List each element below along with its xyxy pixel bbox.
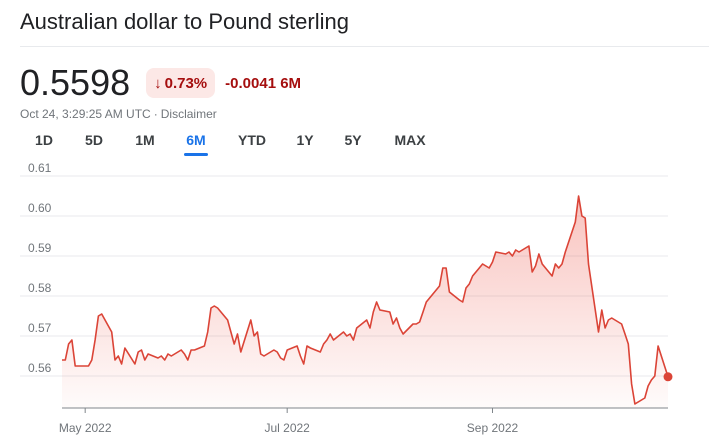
series-area [62,196,668,408]
tab-5y[interactable]: 5Y [344,132,362,148]
tab-6m[interactable]: 6M [184,132,208,156]
change-period: 6M [280,74,302,92]
y-tick-label: 0.61 [28,161,52,175]
tab-max[interactable]: MAX [394,132,426,148]
change-percent: 0.73% [164,74,208,92]
page-title: Australian dollar to Pound sterling [20,9,349,34]
quote-timestamp: Oct 24, 3:29:25 AM UTC [20,107,151,121]
disclaimer-link[interactable]: Disclaimer [160,107,217,121]
arrow-down-icon: ↓ [154,74,162,92]
current-value-dot [663,372,673,382]
change-summary: -0.0041 6M [225,75,301,92]
range-tabs: 1D 5D 1M 6M YTD 1Y 5Y MAX [0,132,709,158]
meta-separator: · [153,107,158,121]
series-line [62,195,669,405]
y-tick-label: 0.57 [28,321,52,335]
y-tick-label: 0.58 [28,281,52,295]
x-tick-label: May 2022 [59,421,112,435]
quote-meta: Oct 24, 3:29:25 AM UTC · Disclaimer [20,107,217,121]
price-row: 0.5598 ↓ 0.73% -0.0041 6M [20,63,301,103]
y-tick-label: 0.60 [28,201,52,215]
x-tick-label: Jul 2022 [264,421,310,435]
y-tick-label: 0.59 [28,241,52,255]
tab-ytd[interactable]: YTD [238,132,266,148]
change-percent-badge: ↓ 0.73% [146,68,216,98]
rate-chart[interactable]: 0.61 0.60 0.59 0.58 0.57 0.56 May 2022 Jul 2022… [0,160,709,448]
tab-1y[interactable]: 1Y [296,132,314,148]
y-tick-label: 0.56 [28,361,52,375]
title-divider [20,46,709,47]
x-tick-label: Sep 2022 [467,421,519,435]
current-rate: 0.5598 [20,62,131,103]
change-absolute: -0.0041 [225,74,277,92]
tab-1d[interactable]: 1D [35,132,53,148]
tab-5d[interactable]: 5D [85,132,103,148]
tab-1m[interactable]: 1M [135,132,155,148]
